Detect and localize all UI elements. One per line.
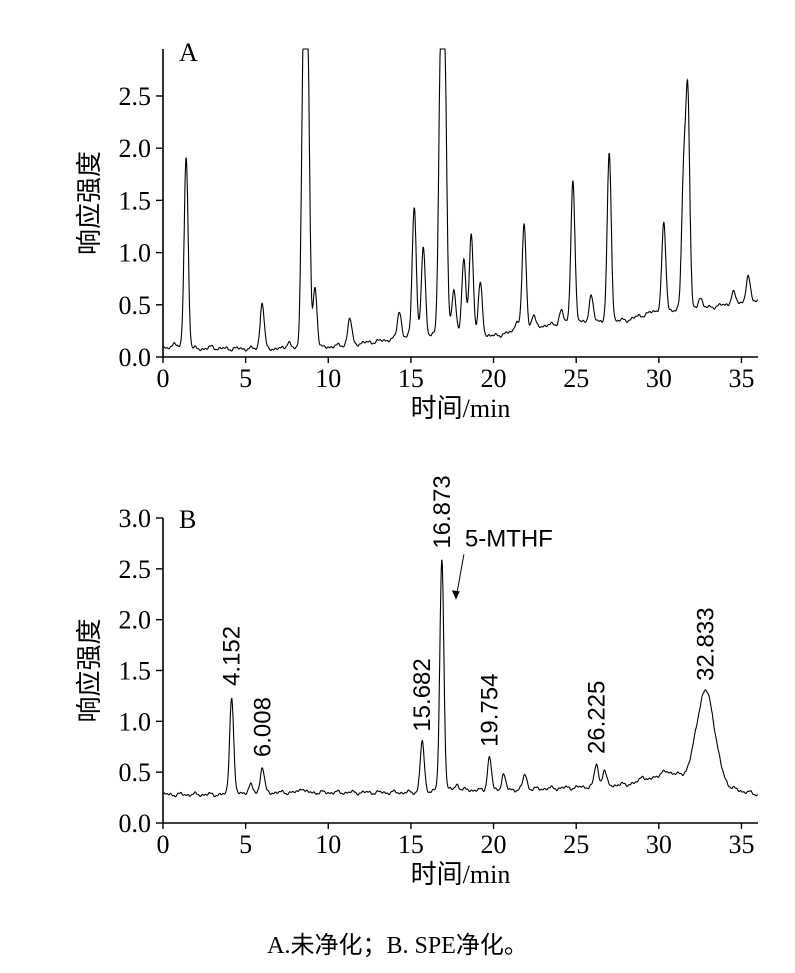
panel-b-x-tick-label: 0 bbox=[157, 830, 170, 859]
panel-a-x-tick-label: 0 bbox=[157, 364, 170, 393]
panel-a-trace-line bbox=[162, 48, 759, 352]
panel-b-y-tick-label: 2.5 bbox=[119, 555, 152, 584]
panel-b-y-tick-label: 3.0 bbox=[119, 504, 152, 533]
panel-b-peak-label: 16.873 bbox=[429, 475, 456, 548]
panel-a-x-tick-label: 35 bbox=[728, 364, 754, 393]
panel-a-y-tick-label: 1.0 bbox=[119, 239, 152, 268]
panel-a-label: A bbox=[179, 38, 198, 67]
panel-b-label: B bbox=[179, 505, 196, 534]
panel-a-y-tick-label: 0.0 bbox=[119, 343, 152, 372]
panel-b-peak-label: 6.008 bbox=[249, 697, 276, 757]
panel-b-y-axis-title: 响应强度 bbox=[75, 618, 104, 722]
panel-b-annotation-label: 5-MTHF bbox=[465, 525, 553, 552]
panel-b-y-tick-label: 0.5 bbox=[119, 758, 152, 787]
panel-a-x-tick-label: 5 bbox=[239, 364, 252, 393]
panel-a-y-tick-label: 0.5 bbox=[119, 291, 152, 320]
panel-b-y-tick-label: 2.0 bbox=[119, 606, 152, 635]
panel-b-peak-label: 19.754 bbox=[476, 674, 503, 747]
panel-b-peak-label: 4.152 bbox=[219, 626, 246, 686]
panel-b-peak-label: 32.833 bbox=[693, 607, 720, 680]
panel-b-peak-label: 26.225 bbox=[583, 681, 610, 754]
panel-a-x-tick-label: 20 bbox=[481, 364, 507, 393]
figure-caption: A.未净化；B. SPE净化。 bbox=[267, 933, 528, 959]
panel-b-x-tick-label: 30 bbox=[646, 830, 672, 859]
panel-b-y-tick-label: 1.5 bbox=[119, 657, 152, 686]
panel-b-x-tick-label: 25 bbox=[563, 830, 589, 859]
panel-b-x-tick-label: 10 bbox=[315, 830, 341, 859]
panel-a-x-tick-label: 15 bbox=[398, 364, 424, 393]
panel-b-chart: 0 5 10 15 20 25 30 35 0.0 0.5 1.0 1.5 2.0 2.5 3.0 B 时间/m… bbox=[75, 475, 759, 889]
panel-b-trace-line bbox=[162, 559, 759, 798]
panel-a-x-axis-title: 时间/min bbox=[411, 394, 511, 423]
panel-b-annotation-arrowhead bbox=[451, 590, 460, 600]
panel-a-x-tick-label: 30 bbox=[646, 364, 672, 393]
panel-a-y-tick-label: 2.0 bbox=[119, 134, 152, 163]
panel-b-peak-label: 15.682 bbox=[409, 658, 436, 731]
panel-a-x-tick-label: 25 bbox=[563, 364, 589, 393]
panel-b-y-tick-label: 0.0 bbox=[119, 809, 152, 838]
panel-b-x-tick-label: 20 bbox=[481, 830, 507, 859]
panel-b-x-tick-label: 35 bbox=[728, 830, 754, 859]
panel-b-x-tick-label: 5 bbox=[239, 830, 252, 859]
panel-b-x-axis-title: 时间/min bbox=[411, 860, 511, 889]
panel-a-y-tick-label: 1.5 bbox=[119, 186, 152, 215]
panel-b-x-tick-label: 15 bbox=[398, 830, 424, 859]
panel-b-y-tick-label: 1.0 bbox=[119, 707, 152, 736]
panel-a-y-axis-title: 响应强度 bbox=[75, 151, 104, 255]
panel-a-y-tick-label: 2.5 bbox=[119, 82, 152, 111]
panel-a-chart: 0 5 10 15 20 25 30 35 0.0 0.5 1.0 1.5 2.0 2.5 A 时间/min 响… bbox=[75, 38, 759, 423]
panel-a-x-tick-label: 10 bbox=[315, 364, 341, 393]
